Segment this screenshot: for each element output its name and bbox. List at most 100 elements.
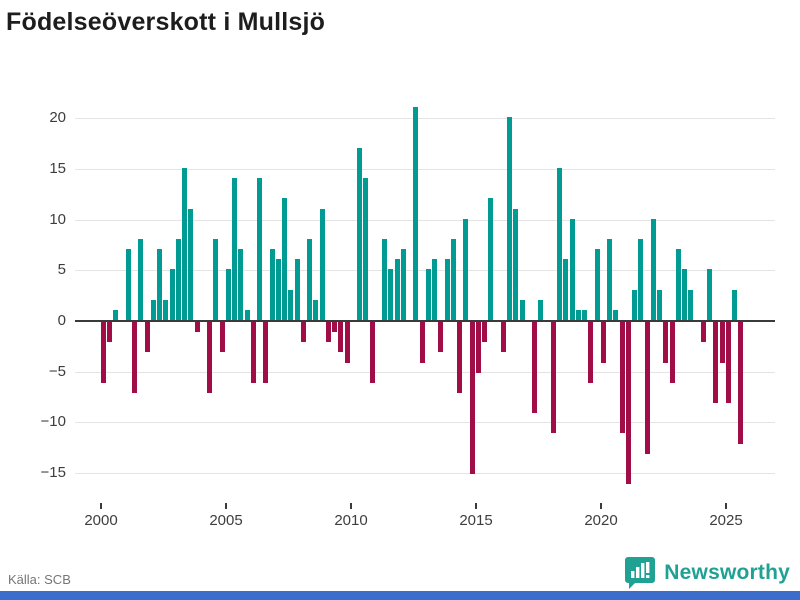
bar-2010-Q3 xyxy=(363,178,368,320)
bar-2001-Q2 xyxy=(132,322,137,393)
bar-2022-Q4 xyxy=(670,322,675,383)
bar-2004-Q3 xyxy=(213,239,218,320)
bar-2019-Q2 xyxy=(582,310,587,320)
y-axis-label: −15 xyxy=(40,464,66,481)
bar-2011-Q3 xyxy=(388,269,393,320)
bar-2017-Q3 xyxy=(538,300,543,320)
bar-2014-Q4 xyxy=(470,322,475,474)
bar-2022-Q2 xyxy=(657,290,662,320)
y-axis-label: 10 xyxy=(49,211,66,228)
bar-2020-Q3 xyxy=(613,310,618,320)
newsworthy-logo: Newsworthy xyxy=(624,556,790,590)
bar-2002-Q4 xyxy=(170,269,175,320)
bar-2008-Q2 xyxy=(307,239,312,320)
bar-2008-Q3 xyxy=(313,300,318,320)
bar-2005-Q1 xyxy=(226,269,231,320)
bar-2024-Q1 xyxy=(701,322,706,342)
gridline xyxy=(75,270,775,271)
x-axis-tick xyxy=(100,503,102,509)
bar-2025-Q1 xyxy=(726,322,731,403)
bar-2006-Q4 xyxy=(270,249,275,320)
bar-2004-Q4 xyxy=(220,322,225,352)
bar-2008-Q4 xyxy=(320,209,325,320)
x-axis-label: 2020 xyxy=(584,512,618,529)
bar-2021-Q3 xyxy=(638,239,643,320)
bar-2005-Q3 xyxy=(238,249,243,320)
bar-2009-Q4 xyxy=(345,322,350,363)
x-axis-label: 2010 xyxy=(334,512,368,529)
y-axis-label: 0 xyxy=(57,312,66,329)
bar-2011-Q2 xyxy=(382,239,387,320)
bar-2018-Q3 xyxy=(563,259,568,320)
bar-2017-Q2 xyxy=(532,322,537,413)
bar-2011-Q4 xyxy=(395,259,400,320)
x-axis-tick xyxy=(225,503,227,509)
source-note: Källa: SCB xyxy=(8,572,71,587)
bar-2007-Q1 xyxy=(276,259,281,320)
bar-2020-Q4 xyxy=(620,322,625,433)
bar-2005-Q4 xyxy=(245,310,250,320)
bar-2003-Q3 xyxy=(188,209,193,320)
bar-2005-Q2 xyxy=(232,178,237,320)
y-axis-label: −5 xyxy=(48,363,66,380)
bar-2019-Q1 xyxy=(576,310,581,320)
bar-2007-Q3 xyxy=(288,290,293,320)
bar-2013-Q2 xyxy=(432,259,437,320)
bar-2010-Q2 xyxy=(357,148,362,320)
bar-2003-Q4 xyxy=(195,322,200,332)
bar-2016-Q2 xyxy=(507,117,512,320)
bar-2019-Q4 xyxy=(595,249,600,320)
bar-2007-Q4 xyxy=(295,259,300,320)
bar-2015-Q2 xyxy=(482,322,487,342)
bar-2018-Q1 xyxy=(551,322,556,433)
bar-2020-Q1 xyxy=(601,322,606,363)
bar-2024-Q2 xyxy=(707,269,712,320)
y-axis: 20 15 10 5 0 −5 −10 −15 xyxy=(0,100,66,500)
zero-axis-line xyxy=(75,320,775,322)
bar-2000-Q3 xyxy=(113,310,118,320)
gridline xyxy=(75,169,775,170)
bar-2018-Q4 xyxy=(570,219,575,320)
bar-2009-Q2 xyxy=(332,322,337,332)
bar-2023-Q3 xyxy=(688,290,693,320)
bar-2013-Q4 xyxy=(445,259,450,320)
bar-2023-Q2 xyxy=(682,269,687,320)
bar-2012-Q1 xyxy=(401,249,406,320)
bar-2003-Q1 xyxy=(176,239,181,320)
bar-2000-Q1 xyxy=(101,322,106,383)
newsworthy-chart-bubble-icon xyxy=(625,557,656,589)
bar-2003-Q2 xyxy=(182,168,187,320)
bar-2021-Q2 xyxy=(632,290,637,320)
bar-2014-Q1 xyxy=(451,239,456,320)
bar-2015-Q3 xyxy=(488,198,493,320)
bottom-accent-bar xyxy=(0,591,800,600)
bar-2021-Q1 xyxy=(626,322,631,484)
bar-2025-Q2 xyxy=(732,290,737,320)
bar-chart: 2000 2005 2010 2015 2020 2025 xyxy=(75,100,775,540)
bar-2022-Q1 xyxy=(651,219,656,320)
bar-2000-Q2 xyxy=(107,322,112,342)
x-axis-tick xyxy=(350,503,352,509)
gridline xyxy=(75,473,775,474)
bar-2006-Q3 xyxy=(263,322,268,383)
x-axis-tick xyxy=(725,503,727,509)
bar-2009-Q1 xyxy=(326,322,331,342)
bar-2008-Q1 xyxy=(301,322,306,342)
bar-2012-Q3 xyxy=(413,107,418,320)
y-axis-label: 5 xyxy=(57,261,66,278)
y-axis-label: 15 xyxy=(49,160,66,177)
bar-2019-Q3 xyxy=(588,322,593,383)
x-axis-tick xyxy=(475,503,477,509)
x-axis-label: 2005 xyxy=(209,512,243,529)
gridline xyxy=(75,220,775,221)
bar-2006-Q2 xyxy=(257,178,262,320)
x-axis-label: 2025 xyxy=(709,512,743,529)
bar-2002-Q3 xyxy=(163,300,168,320)
y-axis-label: −10 xyxy=(40,413,66,430)
bar-2016-Q1 xyxy=(501,322,506,352)
bar-2014-Q2 xyxy=(457,322,462,393)
bar-2002-Q1 xyxy=(151,300,156,320)
bar-2018-Q2 xyxy=(557,168,562,320)
x-axis-tick xyxy=(600,503,602,509)
page-title: Födelseöverskott i Mullsjö xyxy=(6,8,326,36)
